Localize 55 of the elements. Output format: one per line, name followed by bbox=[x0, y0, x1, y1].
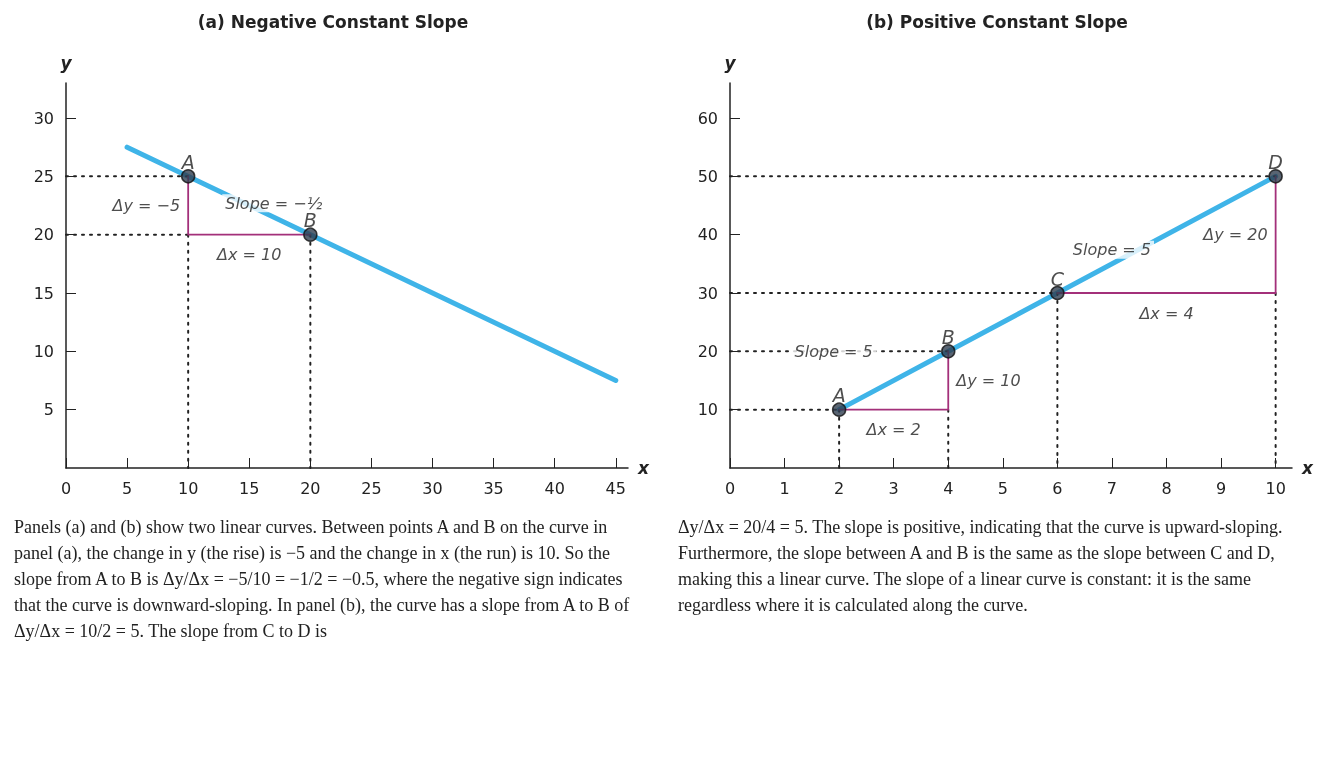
y-tick-label: 50 bbox=[697, 166, 718, 186]
x-tick-label: 25 bbox=[361, 478, 382, 498]
annotation: Slope = 5 bbox=[1072, 240, 1152, 260]
chart-title: (a) Negative Constant Slope bbox=[197, 11, 469, 32]
x-tick-label: 20 bbox=[300, 478, 321, 498]
text: Panels (a) and (b) show two linear curves. Between points A and B on the curve in panel (a), the change in y (the rise) is −5 and the change in x (the run) is 10. So the slope from A to B is Δy/Δx = −5/10 = −1/2 = −0.5, where the negative sign indicates that the curve is downward-sloping. In panel (b), the curve has a slope from A to B of Δy/Δx = 10/2 = 5. The slope from C to D is bbox=[13, 516, 631, 644]
y-axis-title: y bbox=[60, 52, 73, 73]
y-tick-label: 20 bbox=[33, 225, 54, 245]
y-tick-label: 40 bbox=[697, 225, 718, 245]
chart-title: (b) Positive Constant Slope bbox=[866, 11, 1128, 32]
x-tick-label: 6 bbox=[1052, 478, 1063, 498]
annotation: Slope = −½ bbox=[225, 193, 323, 213]
annotation: Δx = 4 bbox=[1137, 303, 1194, 323]
annotation: Δy = −5 bbox=[110, 196, 181, 215]
x-tick-label: 35 bbox=[483, 478, 504, 498]
y-tick-label: 10 bbox=[33, 341, 54, 361]
x-tick-label: 0 bbox=[724, 478, 736, 498]
annotation: Δy = 10 bbox=[954, 371, 1021, 390]
annotation: B bbox=[941, 325, 955, 348]
x-tick-label: 0 bbox=[60, 478, 72, 498]
annotation: A bbox=[179, 150, 195, 173]
annotation: A bbox=[830, 384, 846, 407]
x-tick-label: 30 bbox=[422, 478, 443, 498]
y-tick-label: 15 bbox=[33, 283, 54, 303]
x-tick-label: 1 bbox=[779, 478, 790, 498]
y-tick-label: 5 bbox=[43, 400, 54, 420]
y-tick-label: 10 bbox=[697, 400, 718, 420]
annotation: Δx = 2 bbox=[864, 420, 921, 440]
annotation: Δy = 20 bbox=[1201, 225, 1268, 245]
y-tick-label: 30 bbox=[33, 108, 54, 128]
x-axis-title: x bbox=[1301, 458, 1314, 478]
x-tick-label: 7 bbox=[1106, 478, 1118, 498]
annotation: Slope = 5 bbox=[794, 341, 873, 361]
x-tick-label: 3 bbox=[888, 478, 899, 498]
y-tick-label: 25 bbox=[33, 166, 54, 186]
y-tick-label: 30 bbox=[697, 283, 718, 303]
x-tick-label: 8 bbox=[1161, 478, 1172, 498]
x-tick-label: 10 bbox=[177, 478, 199, 498]
x-tick-label: 5 bbox=[121, 478, 133, 498]
y-axis-title: y bbox=[724, 52, 737, 73]
x-axis-title: x bbox=[637, 458, 650, 478]
text: Δy/Δx = 20/4 = 5. The slope is positive, indicating that the curve is upward-sloping. Furthermore, the slope between A and B is the same as the slope between C and D, making this a linear curve. The slope of a linear curve is constant: it is the same regardless where it is calculated along the curve. bbox=[677, 516, 1284, 618]
x-tick-label: 4 bbox=[943, 478, 954, 498]
x-tick-label: 15 bbox=[239, 478, 260, 498]
x-tick-label: 45 bbox=[605, 478, 626, 498]
annotation: D bbox=[1268, 150, 1283, 173]
x-tick-label: 5 bbox=[997, 478, 1008, 498]
x-tick-label: 2 bbox=[834, 478, 845, 498]
x-tick-label: 10 bbox=[1265, 478, 1286, 498]
annotation: Δx = 10 bbox=[215, 245, 282, 265]
x-tick-label: 9 bbox=[1215, 478, 1227, 498]
annotation: C bbox=[1050, 267, 1065, 290]
x-tick-label: 40 bbox=[544, 478, 565, 498]
y-tick-label: 20 bbox=[697, 341, 718, 361]
y-tick-label: 60 bbox=[697, 108, 718, 128]
